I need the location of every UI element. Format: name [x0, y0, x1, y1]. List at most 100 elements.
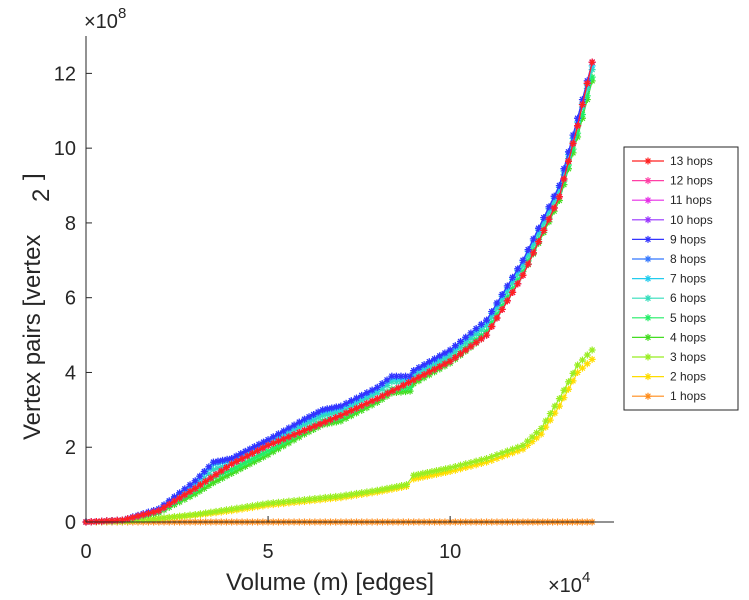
data-point — [583, 360, 591, 368]
data-point — [285, 433, 293, 441]
data-point — [300, 415, 308, 423]
data-point — [232, 467, 240, 475]
data-point — [209, 466, 217, 474]
data-point — [488, 323, 496, 331]
data-point — [457, 461, 465, 469]
data-point — [493, 451, 501, 459]
data-point — [285, 439, 293, 447]
data-point — [578, 111, 586, 119]
data-point — [378, 380, 386, 388]
data-point — [467, 335, 475, 343]
data-point — [214, 464, 222, 472]
series-5-hops — [82, 73, 596, 526]
data-point — [113, 516, 121, 524]
data-point — [446, 464, 454, 472]
data-point — [578, 356, 586, 364]
legend-marker — [644, 392, 652, 400]
data-point — [228, 460, 236, 468]
data-point — [233, 457, 241, 465]
data-point — [205, 470, 213, 478]
data-point — [176, 494, 184, 502]
data-point — [248, 449, 256, 457]
data-point — [358, 406, 366, 414]
legend-label: 6 hops — [670, 291, 706, 305]
data-point — [569, 149, 577, 157]
data-point — [98, 517, 106, 525]
data-point — [196, 478, 204, 486]
data-point — [280, 427, 288, 435]
x-tick-label: 0 — [80, 541, 91, 563]
data-point — [578, 114, 586, 122]
data-point — [290, 431, 298, 439]
data-point — [300, 430, 308, 438]
data-point — [425, 358, 433, 366]
data-point — [578, 364, 586, 372]
data-point — [219, 463, 227, 471]
x-axis-label: Volume (m) [edges] — [226, 569, 434, 596]
data-point — [228, 454, 236, 462]
data-point — [311, 422, 319, 430]
data-point — [233, 504, 241, 512]
legend-marker — [644, 275, 652, 283]
data-point — [457, 465, 465, 473]
data-point — [259, 500, 267, 508]
data-point — [519, 445, 527, 453]
data-point — [207, 474, 215, 482]
data-point — [514, 265, 522, 273]
data-point — [181, 485, 189, 493]
data-point — [533, 429, 541, 437]
data-point — [583, 79, 591, 87]
data-point — [529, 241, 537, 249]
data-point — [569, 131, 577, 139]
data-point — [588, 77, 596, 85]
data-point — [223, 455, 231, 463]
data-point — [574, 129, 582, 137]
legend-marker — [644, 177, 652, 185]
data-point — [397, 388, 405, 396]
data-point — [170, 513, 178, 521]
data-point — [191, 484, 199, 492]
data-point — [431, 355, 439, 363]
data-point — [259, 444, 267, 452]
legend-marker — [644, 294, 652, 302]
data-point — [546, 410, 554, 418]
data-point — [214, 457, 222, 465]
data-point — [551, 402, 559, 410]
data-point — [264, 436, 272, 444]
data-point — [388, 389, 396, 397]
legend-marker — [644, 353, 652, 361]
data-point — [483, 322, 491, 330]
data-point — [503, 288, 511, 296]
data-point — [160, 514, 168, 522]
data-point — [347, 412, 355, 420]
data-point — [425, 368, 433, 376]
data-point — [103, 517, 111, 525]
data-point — [200, 474, 208, 482]
series-10-hops — [82, 58, 596, 526]
data-point — [358, 391, 366, 399]
data-point — [326, 416, 334, 424]
data-point — [488, 319, 496, 327]
data-point — [379, 392, 387, 400]
data-point — [347, 397, 355, 405]
data-point — [212, 470, 220, 478]
data-point — [260, 449, 268, 457]
data-point — [264, 441, 272, 449]
data-point — [432, 467, 440, 475]
data-point — [402, 388, 410, 396]
data-point — [205, 463, 213, 471]
data-point — [540, 219, 548, 227]
data-point — [462, 464, 470, 472]
y-tick-label: 4 — [65, 362, 76, 384]
data-point — [134, 512, 142, 520]
data-point — [219, 456, 227, 464]
data-point — [214, 471, 222, 479]
data-point — [207, 508, 215, 516]
data-point — [578, 101, 586, 109]
y-tick-label: 2 — [65, 437, 76, 459]
data-point — [347, 490, 355, 498]
y-axis-label-group: Vertex pairs [vertex 2 ] — [19, 173, 55, 440]
y-tick-label: 0 — [65, 512, 76, 534]
legend-marker — [644, 255, 652, 263]
